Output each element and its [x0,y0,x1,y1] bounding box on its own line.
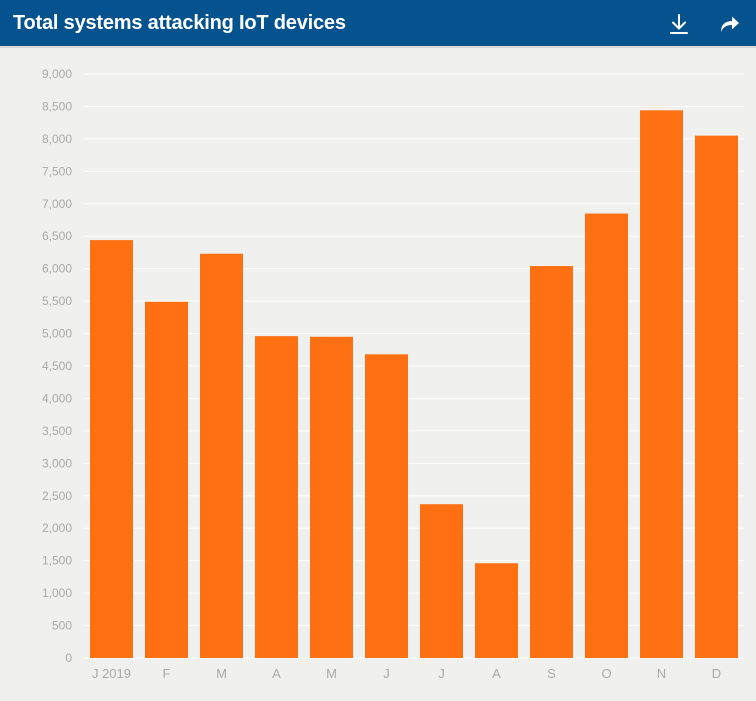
bar-chart: 0 500 1,000 1,500 2,000 2,500 3,000 3,500 4,000 4… [42,67,744,681]
x-tick-label: M [326,666,337,681]
bar-11[interactable] [640,110,683,659]
y-tick-label: 0 [65,651,72,665]
y-tick-label: 6,000 [42,262,72,276]
bar-12[interactable] [695,135,738,659]
bar-3[interactable] [200,253,243,658]
y-tick-label: 4,000 [42,391,72,405]
bar-6[interactable] [365,354,408,658]
y-tick-label: 7,500 [42,164,72,178]
bar-1[interactable] [90,240,133,659]
y-tick-label: 4,500 [42,359,72,373]
x-tick-label: N [657,666,666,681]
y-tick-label: 3,000 [42,456,72,470]
x-tick-label: J [438,666,445,681]
y-tick-label: 500 [52,619,72,633]
bar-10[interactable] [585,213,628,658]
y-tick-label: 2,500 [42,489,72,503]
chart-area: 0 500 1,000 1,500 2,000 2,500 3,000 3,500 4,000 4… [0,48,756,696]
y-tick-label: 1,000 [42,586,72,600]
y-tick-label: 5,000 [42,327,72,341]
y-tick-label: 3,500 [42,424,72,438]
chart-header: Total systems attacking IoT devices [0,0,756,48]
y-tick-label: 8,000 [42,132,72,146]
y-tick-label: 9,000 [42,67,72,81]
download-icon[interactable] [667,12,691,36]
x-tick-label: A [492,666,501,681]
x-tick-label: J 2019 [92,666,131,681]
bar-9[interactable] [530,266,573,658]
x-tick-label: O [601,666,611,681]
y-tick-label: 8,500 [42,99,72,113]
x-tick-label: J [383,666,390,681]
x-tick-label: A [272,666,281,681]
x-tick-label: S [547,666,556,681]
bar-8[interactable] [475,563,518,658]
x-tick-label: F [163,666,171,681]
x-tick-label: M [216,666,227,681]
y-tick-label: 7,000 [42,197,72,211]
y-tick-label: 2,000 [42,521,72,535]
chart-title: Total systems attacking IoT devices [13,12,346,34]
bar-7[interactable] [420,504,463,658]
y-tick-label: 1,500 [42,554,72,568]
bar-4[interactable] [255,336,298,658]
bar-2[interactable] [145,301,188,658]
x-tick-label: D [712,666,721,681]
y-tick-label: 6,500 [42,229,72,243]
share-arrow-icon[interactable] [717,12,741,36]
bar-5[interactable] [310,336,353,658]
y-tick-label: 5,500 [42,294,72,308]
